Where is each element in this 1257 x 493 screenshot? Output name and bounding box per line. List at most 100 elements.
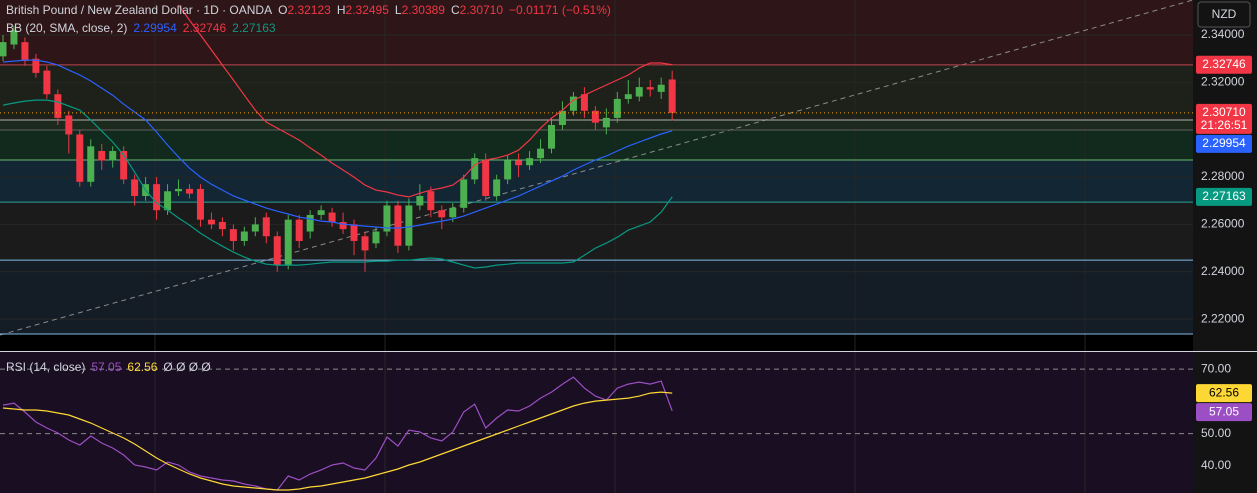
candle-body [405,205,413,246]
bollinger-band [178,4,673,198]
candle-body [207,219,215,225]
bollinger-band [2,99,673,269]
ohlc-key: C [450,3,460,17]
price-tag-label: 57.05 [1209,404,1239,418]
candle-body [306,214,314,232]
rsi-value: 57.05 [91,360,122,374]
candle-body [537,148,545,159]
candle-body [416,196,424,206]
candle-body [317,210,325,215]
rsi-line [2,391,673,491]
y-tick-label: 2.28000 [1201,169,1245,183]
ohlc-key: O [278,3,288,17]
rsi-value: 62.56 [127,360,158,374]
candle-body [21,42,29,62]
candle-body [284,219,292,265]
candle-body [131,179,139,197]
indicator: BB (20, SMA, close, 2) [6,21,128,35]
candle-body [65,115,73,135]
candle-body [109,151,117,161]
ohlc-item: H 2.32495 [337,3,389,17]
candle-body [449,207,457,218]
symbol: British Pound / New Zealand Dollar · 1D … [6,3,273,17]
rsi-legend: RSI (14, close) 57.05 62.56 Ø Ø Ø Ø [6,360,211,374]
candle-body [273,236,281,265]
price-tag-label: 2.30710 [1202,105,1246,119]
change: −0.01171 (−0.51%) [509,3,611,17]
candle-body [10,30,18,45]
ohlc-value: 2.30389 [401,3,445,17]
candle-body [196,188,204,220]
candle-body [98,151,106,161]
candle-body [383,205,391,232]
price-tag [1196,103,1252,134]
price-tag [1196,134,1252,153]
bb-value: 2.27163 [232,21,276,35]
candle-body [185,188,193,194]
countdown: 21:26:51 [1201,118,1248,132]
candle-body [120,151,128,180]
price-tag-label: 62.56 [1209,385,1239,399]
candle-body [218,222,226,230]
price-tag-label: 2.27163 [1202,189,1246,203]
candle-body [471,158,479,180]
price-tag-label: 2.32746 [1202,57,1246,71]
candle-body [153,184,161,211]
bb-values: 2.29954 2.32746 2.27163 [133,21,275,35]
zone [0,202,1193,261]
candle-body [229,229,237,241]
zone [0,260,1193,335]
candle-body [372,231,380,244]
candle-body [175,188,183,192]
candle-body [394,205,402,246]
candle-body [646,87,654,90]
bb-legend: BB (20, SMA, close, 2) 2.29954 2.32746 2.2… [6,21,276,35]
rsi-pane [0,352,1193,493]
rsi-plot [0,368,1193,491]
candle-body [526,158,534,166]
y-tick-label: 2.24000 [1201,264,1245,278]
candle-body [613,98,621,118]
ohlc-key: H [336,3,346,17]
rsi-values: 57.05 62.56 [91,360,157,374]
candle-body [482,160,490,197]
zone [0,120,1193,130]
candle-body [460,179,468,208]
currency-box [1197,1,1251,28]
symbol-legend: British Pound / New Zealand Dollar · 1D … [6,3,611,17]
candle-body [43,70,51,95]
candle-body [87,146,95,182]
candle-body [76,134,84,182]
candle-body [569,96,577,111]
price-tag [1196,384,1252,403]
candle-body [262,217,270,237]
nan-labels: Ø Ø Ø Ø [163,360,211,374]
candle-body [591,110,599,123]
candle-body [0,42,7,57]
ohlc-value: 2.32123 [287,3,331,17]
y-tick-label: 2.32000 [1201,75,1245,89]
zones [0,0,1193,351]
price-axis: NZD 2.340002.320002.300002.280002.260002… [1196,1,1252,472]
y-tick-label: 70.00 [1201,361,1231,375]
candle-body [668,79,676,113]
price-tag [1196,187,1252,206]
candle-body [515,160,523,166]
currency: NZD [1212,7,1237,21]
zone [0,334,1193,351]
candle-body [635,87,643,97]
rsi-line [2,376,673,491]
candle-body [54,94,62,118]
rsi-title: RSI (14, close) [6,360,86,374]
bb-value: 2.29954 [133,21,177,35]
candle-body [548,124,555,149]
y-tick-label: 2.22000 [1201,311,1245,325]
zone [0,129,1193,161]
candle-body [580,94,588,111]
candle-body [350,224,358,241]
candle-body [251,224,259,232]
candle-body [624,94,632,99]
y-tick-label: 50.00 [1201,426,1231,440]
candle-body [558,110,566,125]
